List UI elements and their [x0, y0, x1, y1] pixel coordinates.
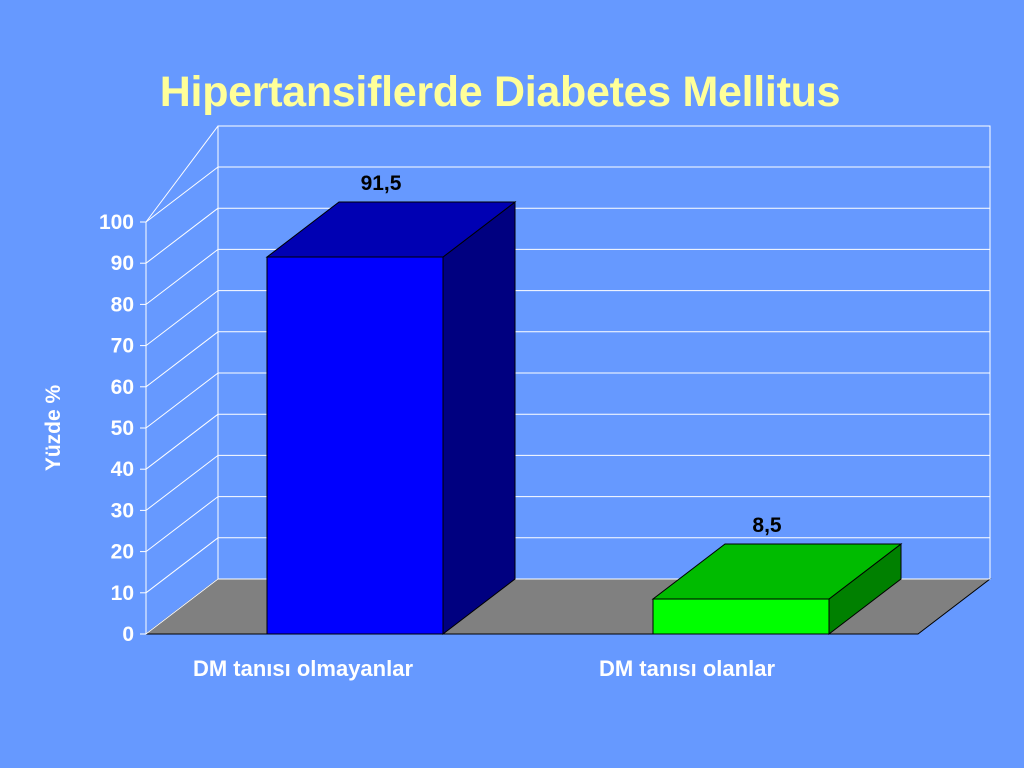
y-tick-label: 100 [99, 211, 134, 234]
y-tick-label: 80 [111, 293, 134, 316]
y-tick-label: 40 [111, 458, 134, 481]
y-tick-label: 30 [111, 499, 134, 522]
y-tick-label: 0 [122, 623, 134, 646]
side-wall-line [145, 125, 219, 223]
y-tick-label: 50 [111, 417, 134, 440]
side-wall-line [145, 166, 219, 223]
data-label: 8,5 [752, 514, 782, 537]
side-wall-line [145, 207, 219, 264]
side-wall-line [145, 331, 219, 388]
y-tick-label: 60 [111, 376, 134, 399]
y-tick-label: 20 [111, 541, 134, 564]
x-category-label: DM tanısı olanlar [599, 656, 775, 681]
y-axis-label: Yüzde % [42, 385, 65, 472]
bar-front [266, 256, 444, 635]
chart-title: Hipertansiflerde Diabetes Mellitus [159, 68, 841, 116]
data-label: 91,5 [361, 172, 402, 195]
side-wall-line [145, 537, 219, 594]
y-tick-label: 70 [111, 335, 134, 358]
bar-top [651, 543, 903, 600]
side-wall-line [145, 372, 219, 429]
side-wall-line [145, 496, 219, 552]
side-wall-line [145, 413, 219, 470]
side-wall-line [145, 578, 219, 635]
side-wall-line [145, 290, 219, 346]
x-category-label: DM tanısı olmayanlar [193, 656, 414, 681]
bar-top [265, 201, 517, 258]
y-tick-label: 10 [111, 582, 134, 605]
y-tick-label: 90 [111, 252, 134, 275]
bar-front [652, 598, 830, 635]
side-wall-line [145, 455, 219, 511]
side-wall-line [145, 249, 219, 305]
bar-side [442, 201, 516, 636]
